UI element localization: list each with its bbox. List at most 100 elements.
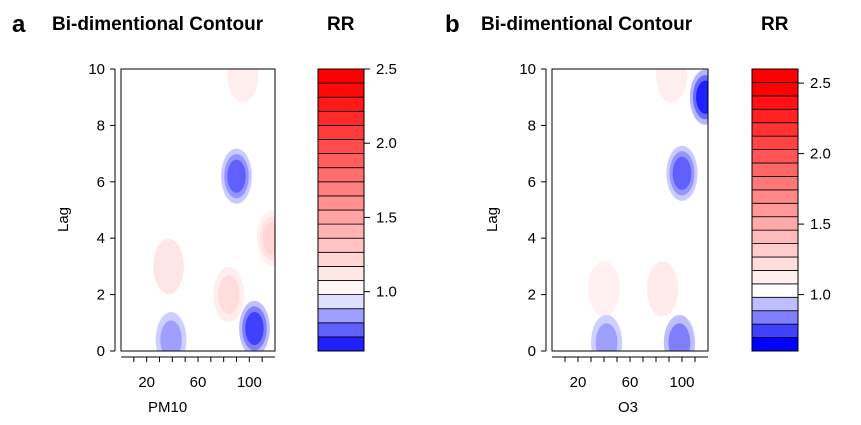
colorbar-swatch-a-4	[317, 294, 365, 310]
colorbar-swatch-a-7	[317, 251, 365, 267]
colorbar-frame-a	[317, 68, 365, 352]
contour-level-b-6-2	[668, 323, 691, 351]
y-axis-label-b: Lag	[484, 207, 501, 232]
colorbar-swatch-b-17	[751, 122, 799, 137]
colorbar-swatch-b-4	[751, 296, 799, 312]
axes-b: 0 2 4 6 8 10 20 60 100	[519, 61, 708, 391]
colorbar-swatch-b-18	[751, 108, 799, 124]
contour-feature-a-2	[213, 267, 245, 323]
contour-feature-a-6	[227, 69, 259, 103]
colorbar-swatch-a-19	[317, 82, 365, 98]
legend-title-b: RR	[761, 14, 789, 35]
chart-title-a: Bi-dimentional Contour	[52, 14, 264, 35]
colorbar-swatch-b-15	[751, 149, 799, 164]
colorbar-tick-label-a-4: 2.5	[376, 61, 397, 78]
colorbar-swatch-a-14	[317, 153, 365, 169]
chart-title-b: Bi-dimentional Contour	[481, 14, 693, 35]
colorbar-swatch-a-13	[317, 167, 365, 183]
y-tick-label-b-10: 10	[519, 61, 536, 78]
colorbar-swatch-b-14	[751, 162, 799, 177]
contour-level-b-5-2	[595, 323, 618, 351]
colorbar-swatch-a-5	[317, 280, 365, 296]
x-tick-label-a-60: 60	[190, 374, 207, 391]
y-axis-label-a: Lag	[55, 207, 72, 232]
contour-feature-a-4	[239, 300, 270, 351]
y-tick-label-b-8: 8	[528, 117, 536, 134]
plot-frame-b	[551, 68, 709, 352]
contour-level-b-4-3	[696, 80, 708, 114]
plot-area-b	[551, 68, 709, 352]
contour-fill-a	[153, 69, 275, 351]
contour-level-b-3-3	[672, 156, 692, 190]
x-tick-label-b-100: 100	[669, 374, 694, 391]
colorbar-swatch-a-12	[317, 181, 365, 197]
contour-level-a-4-3	[245, 311, 264, 345]
axes-a: 0 2 4 6 8 10 20 60 100	[88, 61, 275, 391]
x-tick-label-a-20: 20	[138, 374, 155, 391]
colorbar-swatch-a-6	[317, 265, 365, 281]
contour-feature-a-3	[221, 148, 252, 204]
colorbar-swatch-a-9	[317, 223, 365, 239]
contour-level-b-2-1	[646, 261, 679, 317]
contour-feature-b-7	[656, 69, 688, 103]
colorbar-tick-label-a-1: 1.0	[376, 284, 397, 301]
colorbar-swatch-a-3	[317, 308, 365, 324]
contour-layer-a	[153, 69, 275, 351]
x-tick-label-b-60: 60	[622, 374, 639, 391]
colorbar-swatch-b-1	[751, 337, 799, 352]
y-tick-label-b-0: 0	[528, 343, 536, 360]
colorbar-tick-label-a-3: 2.0	[376, 135, 397, 152]
colorbar-swatch-b-6	[751, 270, 799, 285]
colorbar-swatch-b-5	[751, 283, 799, 298]
y-tick-label-a-0: 0	[97, 343, 105, 360]
y-tick-label-a-10: 10	[88, 61, 105, 78]
contour-level-b-7-1	[656, 69, 688, 103]
colorbar-swatch-b-11	[751, 202, 799, 218]
x-axis-label-a: PM10	[148, 399, 187, 416]
colorbar-swatch-b-9	[751, 229, 799, 244]
colorbar-tick-label-a-2: 1.5	[376, 209, 397, 226]
y-tick-label-b-2: 2	[528, 287, 536, 304]
colorbar-swatch-a-10	[317, 209, 365, 225]
legend-title-a: RR	[327, 14, 355, 35]
panel-b: b Bi-dimentional Contour RR 0 2 4 6 8 10 20 60 1…	[445, 11, 831, 416]
colorbar-tick-label-b-4: 2.5	[810, 75, 831, 92]
colorbar-swatch-b-20	[751, 82, 799, 97]
colorbar-swatch-a-11	[317, 195, 365, 211]
contour-level-a-6-1	[227, 69, 259, 103]
colorbar-swatch-a-17	[317, 110, 365, 126]
contour-level-a-5-2	[160, 320, 182, 351]
contour-feature-b-6	[663, 314, 695, 351]
panel-label-a: a	[12, 11, 26, 38]
colorbar-swatch-b-7	[751, 256, 799, 271]
panel-label-b: b	[445, 11, 460, 38]
contour-feature-a-1	[153, 238, 184, 294]
contour-feature-b-1	[588, 261, 620, 317]
colorbar-swatch-b-8	[751, 243, 799, 258]
colorbar-swatch-a-8	[317, 237, 365, 253]
colorbar-swatch-a-20	[317, 68, 365, 84]
colorbar-swatch-b-2	[751, 323, 799, 338]
contour-layer-b	[588, 69, 708, 351]
contour-feature-b-4	[689, 69, 708, 125]
colorbar-swatch-a-1	[317, 336, 365, 352]
colorbar-swatch-b-12	[751, 189, 799, 204]
colorbar-a: 1.0 1.5 2.0 2.5	[317, 61, 397, 352]
panel-a: a Bi-dimentional Contour RR 0 2 4 6 8 10 20 60 1…	[12, 11, 397, 416]
colorbar-swatch-a-16	[317, 125, 365, 140]
contour-level-a-3-3	[227, 159, 246, 193]
contour-feature-b-3	[666, 145, 698, 201]
y-tick-label-b-4: 4	[528, 230, 536, 247]
plot-area-a	[120, 68, 276, 352]
contour-level-b-1-1	[588, 261, 620, 317]
plot-frame-a	[120, 68, 276, 352]
colorbar-tick-label-b-2: 1.5	[810, 216, 831, 233]
y-tick-label-a-4: 4	[97, 230, 105, 247]
colorbar-b: 1.0 1.5 2.0 2.5	[751, 68, 831, 352]
colorbar-swatch-b-13	[751, 176, 799, 191]
contour-level-a-7-3	[263, 221, 275, 255]
colorbar-tick-label-b-3: 2.0	[810, 146, 831, 163]
colorbar-tick-label-b-1: 1.0	[810, 287, 831, 304]
x-axis-label-b: O3	[618, 399, 638, 416]
